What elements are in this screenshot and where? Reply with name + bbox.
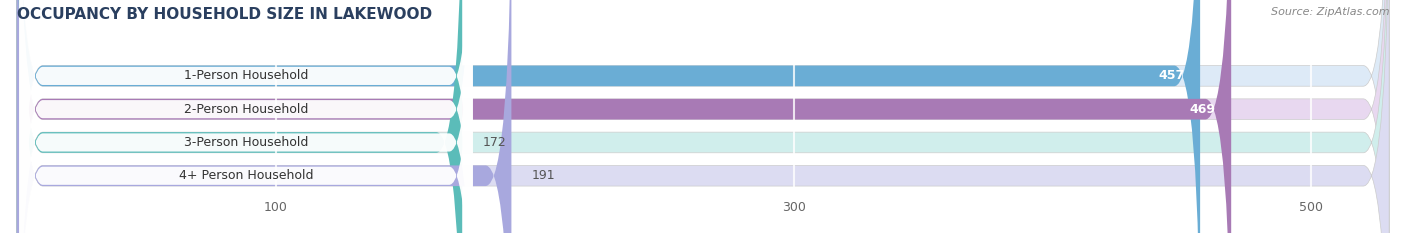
Text: OCCUPANCY BY HOUSEHOLD SIZE IN LAKEWOOD: OCCUPANCY BY HOUSEHOLD SIZE IN LAKEWOOD [17,7,432,22]
FancyBboxPatch shape [17,0,1232,233]
FancyBboxPatch shape [20,0,472,233]
Text: 3-Person Household: 3-Person Household [184,136,308,149]
Text: 457: 457 [1159,69,1185,82]
FancyBboxPatch shape [20,0,472,233]
FancyBboxPatch shape [17,0,512,233]
FancyBboxPatch shape [17,0,1389,233]
Text: 191: 191 [531,169,555,182]
FancyBboxPatch shape [17,0,1389,233]
FancyBboxPatch shape [20,0,472,233]
FancyBboxPatch shape [17,0,463,233]
FancyBboxPatch shape [17,0,1201,233]
Text: 469: 469 [1189,103,1216,116]
Text: 2-Person Household: 2-Person Household [184,103,308,116]
Text: 4+ Person Household: 4+ Person Household [179,169,314,182]
FancyBboxPatch shape [17,0,1389,233]
Text: 1-Person Household: 1-Person Household [184,69,308,82]
FancyBboxPatch shape [20,0,472,233]
Text: Source: ZipAtlas.com: Source: ZipAtlas.com [1271,7,1389,17]
Text: 172: 172 [482,136,506,149]
FancyBboxPatch shape [17,0,1389,233]
